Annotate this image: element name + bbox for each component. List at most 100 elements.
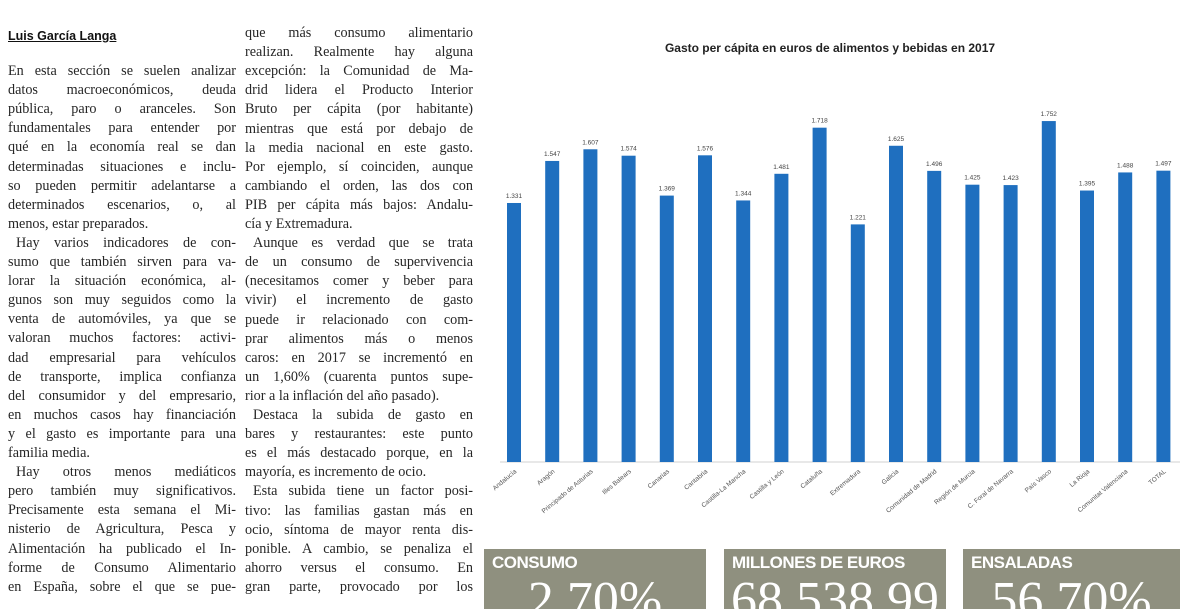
text-line: excepción: la Comunidad de Ma- (245, 63, 473, 80)
text-line: qué en la economía real se dan (8, 139, 236, 156)
text-line: valoran muchos factores: activi- (8, 330, 236, 347)
category-label: Canarias (647, 468, 672, 491)
text-line: so pueden permitir adelantarse a (8, 177, 236, 194)
category-label: Galicia (881, 468, 901, 486)
category-label: Andalucía (492, 468, 519, 492)
text-line: caros: en 2017 se incrementó en (245, 349, 473, 366)
text-line: cía y Extremadura. (245, 216, 353, 232)
bar (1118, 172, 1133, 463)
category-label: Extremadura (829, 468, 862, 498)
bar (659, 195, 674, 463)
data-label: 1.481 (773, 164, 790, 171)
data-label: 1.718 (811, 118, 828, 125)
text-line: Bruto per cápita (por habitante) (245, 101, 473, 118)
text-line: Hay varios indicadores de con- (16, 234, 236, 251)
text-line: menos, estar preparados. (8, 215, 149, 232)
category-label: Cataluña (799, 468, 824, 490)
bar (927, 170, 942, 462)
category-label: País Vasco (1024, 468, 1054, 494)
text-line: en muchos casos hay financiación (8, 406, 236, 423)
text-line: en España, sobre el que se pue- (8, 578, 236, 595)
text-line: (necesitamos comer y beber para (245, 273, 473, 290)
text-line: Hay otros menos mediáticos (16, 464, 236, 481)
text-line: del consumidor y del empresario, (8, 387, 236, 404)
text-line: drid lidera el Producto Interior (245, 82, 473, 99)
text-line: puede ir relacionado con com- (245, 311, 473, 328)
text-line: fundamentales para entender por (8, 120, 236, 137)
data-label: 1.344 (735, 190, 752, 197)
text-line: pública, paro o aranceles. Son (8, 101, 236, 118)
text-line: forme de Consumo Alimentario (8, 559, 236, 576)
stat-value: 2,70% (527, 572, 663, 609)
text-line: sumo que también sirven para va- (8, 254, 236, 270)
data-label: 1.496 (926, 161, 943, 168)
text-line: mientras que está por debajo de (245, 120, 473, 137)
category-label: TOTAL (1148, 468, 1168, 487)
text-line: Alimentación ha publicado el In- (8, 540, 236, 557)
text-line: nisterio de Agricultura, Pesca y (8, 521, 236, 538)
text-line: familia media. (8, 445, 90, 461)
stat-label: ENSALADAS (971, 553, 1073, 572)
text-line: bares y restaurantes: este punto (245, 426, 473, 443)
stat-box-consumo: CONSUMO 2,70% (484, 549, 706, 609)
data-label: 1.331 (506, 193, 523, 200)
data-label: 1.497 (1155, 161, 1172, 168)
text-line: y el gasto es importante para una (8, 425, 236, 442)
text-line: rior a la inflación del año pasado). (245, 387, 440, 404)
text-line: PIB per cápita más bajos: Andalu- (245, 196, 473, 213)
bar (1041, 121, 1056, 463)
text-line: ocio, síntoma de mayor renta dis- (245, 521, 473, 538)
data-label: 1.395 (1079, 181, 1096, 188)
bar (583, 149, 598, 462)
stat-label: CONSUMO (492, 553, 578, 572)
text-line: gran parte, provocado por los (245, 578, 473, 595)
text-line: un 1,60% (cuarenta puntos supe- (245, 368, 473, 385)
text-line: Por ejemplo, sí coinciden, aunque (245, 158, 473, 175)
text-line: de transporte, implica confianza (8, 368, 236, 385)
data-label: 1.547 (544, 151, 561, 158)
bar (1080, 190, 1094, 462)
data-label: 1.369 (659, 186, 676, 193)
text-line: venta de automóviles, ya que se (8, 311, 236, 328)
text-line: ahorro versus el consumo. En (245, 559, 473, 576)
bar (965, 184, 980, 462)
bar (736, 200, 751, 463)
text-line: Aunque es verdad que se trata (253, 235, 473, 252)
stat-label: MILLONES DE EUROS (732, 553, 905, 572)
text-line: gunos son muy seguidos como la (8, 292, 236, 309)
category-label: La Rioja (1069, 468, 1092, 489)
bar (774, 173, 789, 462)
bar (621, 155, 636, 463)
text-line: mayoría, es incremento de ocio. (245, 464, 427, 481)
text-line: cambiando el orden, las dos con (245, 177, 473, 194)
text-line: es el más destacado porque, en la (245, 445, 473, 462)
text-line: En esta sección se suelen analizar (8, 63, 236, 79)
data-label: 1.607 (582, 139, 599, 146)
text-line: Precisamente esta semana el Mi- (8, 502, 236, 519)
byline: Luis García Langa (8, 29, 117, 43)
data-label: 1.625 (888, 136, 905, 143)
data-label: 1.488 (1117, 162, 1134, 169)
bar (1003, 185, 1018, 462)
category-label: Illes Balears (601, 468, 633, 497)
bar (1156, 170, 1171, 462)
stat-box-millones: MILLONES DE EUROS 68.538,99 (724, 549, 946, 609)
text-line: vivir) el incremento de gasto (245, 292, 473, 309)
chart-title: Gasto per cápita en euros de alimentos y… (665, 41, 995, 55)
data-label: 1.752 (1041, 111, 1058, 118)
data-label: 1.576 (697, 145, 714, 152)
text-line: de un consumo de supervivencia (245, 254, 473, 271)
text-line: pero también muy significativos. (8, 483, 236, 500)
bar (545, 160, 560, 462)
text-line: que más consumo alimentario (245, 25, 473, 41)
text-line: Esta subida tiene un factor posi- (253, 483, 473, 500)
bar (850, 224, 865, 462)
data-label: 1.425 (964, 175, 981, 182)
stat-value: 56,70% (991, 572, 1152, 609)
bar (889, 145, 903, 462)
text-line: determinados escenarios, o, al (8, 196, 236, 213)
category-label: Cantabria (683, 468, 709, 492)
text-line: la media nacional en este gasto. (245, 139, 473, 156)
data-label: 1.221 (850, 214, 867, 221)
bar (698, 155, 712, 462)
